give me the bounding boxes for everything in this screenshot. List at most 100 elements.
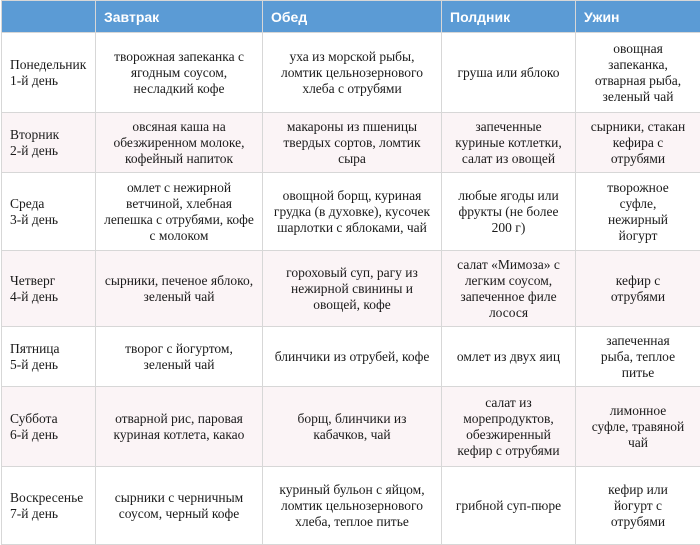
cell-text: 6-й день xyxy=(10,426,59,442)
cell-breakfast: сырники с черничным соусом, черный кофе xyxy=(95,466,263,545)
cell-text: запеченная xyxy=(606,332,670,348)
cell-text: 1-й день xyxy=(10,72,59,88)
cell-text: овощная xyxy=(613,40,663,56)
cell-text: нежирной свинины и xyxy=(290,280,414,296)
cell-day: Среда 3-й день xyxy=(1,172,96,251)
cell-text: овощей, кофе xyxy=(313,296,391,312)
table-row: Понедельник 1-й день творожная запеканка с… xyxy=(1,32,700,113)
cell-text: отрубями xyxy=(610,150,666,166)
cell-text: 7-й день xyxy=(10,505,59,521)
cell-snack: салат «Мимоза» с легким соусом, запеченное… xyxy=(441,250,576,327)
cell-text: нежирный xyxy=(607,211,669,227)
cell-text: Пятница xyxy=(10,340,60,356)
cell-day: Четверг 4-й день xyxy=(1,250,96,327)
cell-text: обезжиренный xyxy=(466,426,551,442)
cell-dinner: запеченная рыба, теплое питье xyxy=(575,326,700,387)
cell-text: с молоком xyxy=(149,227,209,243)
cell-text: запеканка, xyxy=(608,56,668,72)
cell-text: ломтик цельнозернового xyxy=(281,64,423,80)
cell-text: отрубями xyxy=(610,513,666,529)
header-day xyxy=(1,0,96,33)
cell-text: кефир с xyxy=(615,272,661,288)
table-row: Суббота 6-й день отварной рис, паровая кури… xyxy=(1,386,700,467)
cell-day: Понедельник 1-й день xyxy=(1,32,96,113)
cell-text: Среда xyxy=(10,195,45,211)
cell-text: творожное xyxy=(607,179,669,195)
cell-text: твердых сортов, ломтик xyxy=(283,134,421,150)
cell-text: грибной суп-пюре xyxy=(455,497,562,513)
cell-text: шарлотки с яблоками, чай xyxy=(277,219,427,235)
cell-text: лосося xyxy=(488,304,529,320)
cell-text: Воскресенье xyxy=(10,489,84,505)
cell-text: 3-й день xyxy=(10,211,59,227)
cell-text: 4-й день xyxy=(10,288,59,304)
cell-breakfast: овсяная каша на обезжиренном молоке, кофей… xyxy=(95,112,263,173)
cell-breakfast: омлет с нежирной ветчиной, хлебная лепешка… xyxy=(95,172,263,251)
cell-text: творог с йогуртом, xyxy=(125,340,233,356)
cell-lunch: борщ, блинчики из кабачков, чай xyxy=(262,386,442,467)
cell-text: суфле, травяной xyxy=(591,418,685,434)
cell-dinner: кефир или йогурт с отрубями xyxy=(575,466,700,545)
cell-text: кефир с отрубями xyxy=(457,442,560,458)
cell-breakfast: сырники, печеное яблоко, зеленый чай xyxy=(95,250,263,327)
cell-text: салат «Мимоза» с xyxy=(457,256,560,272)
cell-text: овсяная каша на xyxy=(132,118,226,134)
cell-dinner: кефир с отрубями xyxy=(575,250,700,327)
cell-text: суфле, xyxy=(619,195,657,211)
table-row: Воскресенье 7-й день сырники с черничным со… xyxy=(1,466,700,545)
cell-text: гороховый суп, рагу из xyxy=(286,264,418,280)
cell-day: Воскресенье 7-й день xyxy=(1,466,96,545)
cell-text: морепродуктов, xyxy=(463,410,554,426)
cell-snack: запеченные куриные котлетки, салат из овощ… xyxy=(441,112,576,173)
cell-text: блинчики из отрубей, кофе xyxy=(274,348,430,364)
cell-day: Вторник 2-й день xyxy=(1,112,96,173)
cell-text: отварная рыба, xyxy=(594,72,682,88)
cell-text: салат из овощей xyxy=(461,150,556,166)
cell-day: Пятница 5-й день xyxy=(1,326,96,387)
cell-text: салат из xyxy=(485,394,532,410)
header-dinner: Ужин xyxy=(575,0,700,33)
table-body: Понедельник 1-й день творожная запеканка с… xyxy=(1,32,700,545)
cell-text: Суббота xyxy=(10,410,58,426)
cell-text: ветчиной, хлебная xyxy=(126,195,232,211)
cell-text: 200 г) xyxy=(491,219,526,235)
cell-dinner: творожное суфле, нежирный йогурт xyxy=(575,172,700,251)
cell-text: рыба, теплое xyxy=(600,348,676,364)
header-breakfast: Завтрак xyxy=(95,0,263,33)
table-row: Вторник 2-й день овсяная каша на обезжиренн… xyxy=(1,112,700,173)
cell-text: овощной борщ, куриная xyxy=(282,187,422,203)
cell-dinner: овощная запеканка, отварная рыба, зеленый ч… xyxy=(575,32,700,113)
cell-text: куриный бульон с яйцом, xyxy=(279,481,425,497)
cell-breakfast: творожная запеканка с ягодным соусом, несл… xyxy=(95,32,263,113)
cell-snack: омлет из двух яиц xyxy=(441,326,576,387)
cell-text: уха из морской рыбы, xyxy=(289,48,415,64)
cell-text: куриные котлетки, xyxy=(455,134,562,150)
cell-text: легким соусом, xyxy=(464,272,553,288)
cell-text: омлет из двух яиц xyxy=(456,348,561,364)
cell-text: отварной рис, паровая xyxy=(115,410,243,426)
cell-text: 2-й день xyxy=(10,142,59,158)
header-lunch: Обед xyxy=(262,0,442,33)
cell-text: обезжиренном молоке, xyxy=(113,134,245,150)
cell-text: грудка (в духовке), кусочек xyxy=(273,203,431,219)
cell-text: фрукты (не более xyxy=(458,203,559,219)
cell-text: чай xyxy=(627,434,648,450)
cell-lunch: овощной борщ, куриная грудка (в духовке),… xyxy=(262,172,442,251)
cell-text: кефира с xyxy=(612,134,664,150)
table-row: Среда 3-й день омлет с нежирной ветчиной, х… xyxy=(1,172,700,251)
cell-dinner: лимонное суфле, травяной чай xyxy=(575,386,700,467)
cell-text: зеленый чай xyxy=(143,288,215,304)
cell-text: соусом, черный кофе xyxy=(118,505,240,521)
cell-text: сырники с черничным xyxy=(114,489,244,505)
cell-text: любые ягоды или xyxy=(458,187,559,203)
cell-text: зеленый чай xyxy=(143,356,215,372)
cell-text: Вторник xyxy=(10,126,60,142)
cell-dinner: сырники, стакан кефира с отрубями xyxy=(575,112,700,173)
cell-text: макароны из пшеницы xyxy=(286,118,418,134)
cell-text: груша или яблоко xyxy=(457,64,560,80)
cell-text: 5-й день xyxy=(10,356,59,372)
cell-text: питье xyxy=(621,364,655,380)
cell-text: хлеба с отрубями xyxy=(302,80,402,96)
cell-text: отрубями xyxy=(610,288,666,304)
